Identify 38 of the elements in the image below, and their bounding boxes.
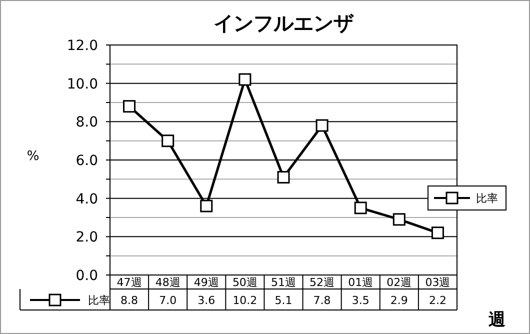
point — [431, 226, 444, 240]
x-tick-label: 50週 — [232, 276, 258, 289]
value-label: 3.6 — [198, 294, 216, 307]
legend-label: 比率 — [476, 192, 498, 205]
value-label: 8.8 — [120, 294, 138, 307]
x-tick-label: 49週 — [194, 276, 219, 289]
point — [162, 134, 174, 148]
y-tick-label: 4.0 — [76, 191, 98, 208]
value-label: 5.1 — [274, 294, 292, 307]
value-label: 10.2 — [232, 294, 258, 307]
chart-title: インフルエンザ — [214, 11, 354, 35]
y-tick-label: 2.0 — [76, 230, 98, 246]
x-axis-title: 週 — [488, 310, 506, 330]
point — [354, 202, 367, 214]
y-tick-label: 10.0 — [66, 76, 98, 92]
value-label: 2.9 — [390, 294, 408, 307]
y-tick-label: 12.0 — [66, 38, 98, 54]
x-tick-label: 52週 — [310, 276, 335, 289]
x-tick-label: 47週 — [116, 276, 142, 289]
point — [200, 200, 213, 212]
y-tick-label: 6.0 — [76, 153, 98, 169]
point — [392, 213, 406, 226]
value-label: 3.5 — [352, 294, 370, 307]
x-tick-label: 48週 — [155, 276, 180, 289]
x-tick-label: 01週 — [348, 276, 374, 289]
point — [277, 171, 290, 184]
y-tick-label: 0.0 — [76, 268, 98, 284]
x-tick-label: 02週 — [386, 276, 412, 289]
value-label: 2.2 — [428, 294, 446, 307]
x-tick-label: 03週 — [425, 276, 450, 289]
value-label: 7.0 — [159, 294, 177, 307]
value-label: 7.8 — [313, 294, 331, 307]
point — [316, 119, 328, 132]
y-tick-label: 8.0 — [76, 114, 98, 131]
point — [238, 73, 252, 86]
y-axis-title: % — [26, 149, 40, 164]
x-tick-label: 51週 — [271, 276, 296, 289]
point — [123, 100, 136, 113]
